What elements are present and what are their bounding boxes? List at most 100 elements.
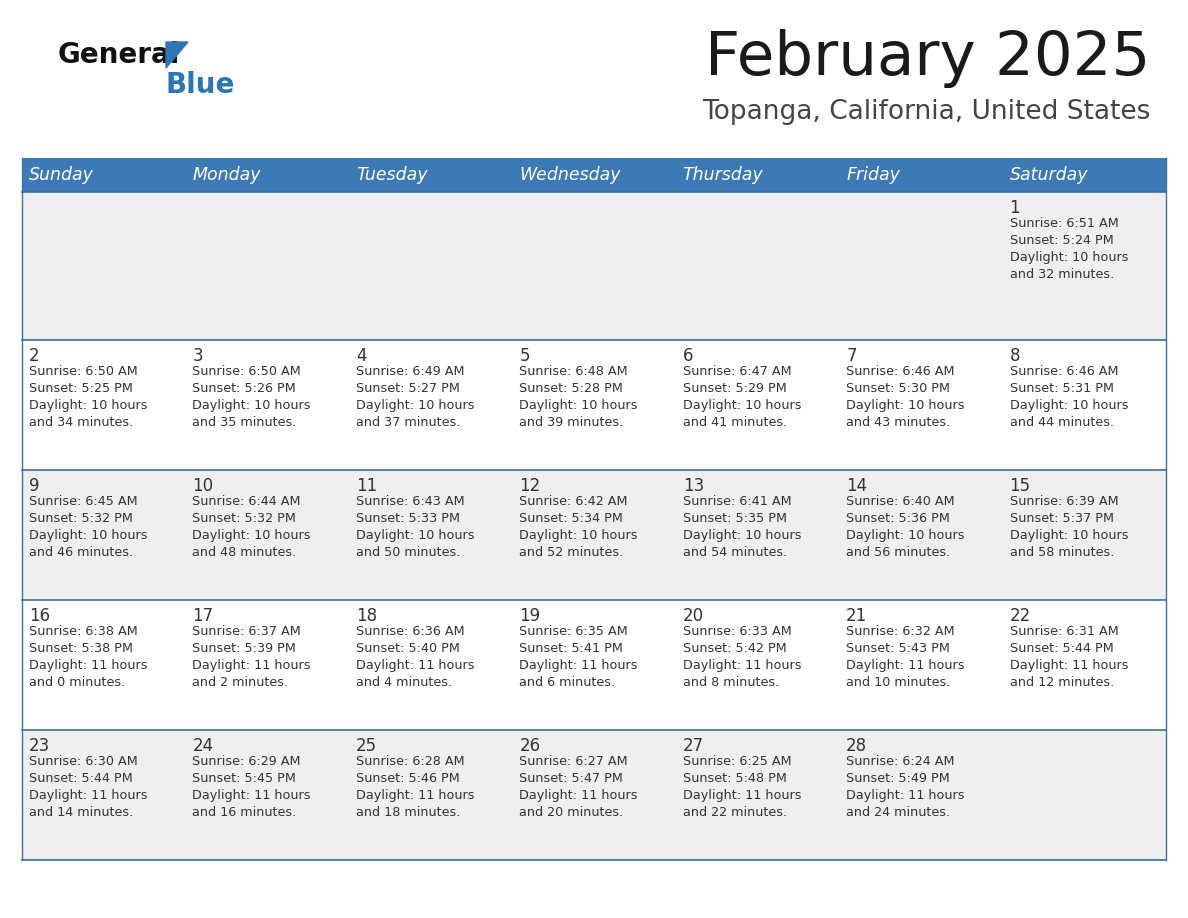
Bar: [23, 730, 1165, 860]
Text: and 54 minutes.: and 54 minutes.: [683, 546, 786, 559]
Text: Sunrise: 6:25 AM: Sunrise: 6:25 AM: [683, 755, 791, 768]
Text: 19: 19: [519, 607, 541, 625]
Text: and 41 minutes.: and 41 minutes.: [683, 416, 786, 429]
Text: Topanga, California, United States: Topanga, California, United States: [702, 99, 1150, 125]
Bar: [349, 158, 512, 192]
Text: 12: 12: [519, 477, 541, 495]
Text: Sunrise: 6:38 AM: Sunrise: 6:38 AM: [29, 625, 138, 638]
Text: February 2025: February 2025: [704, 28, 1150, 87]
Text: Sunset: 5:49 PM: Sunset: 5:49 PM: [846, 772, 950, 785]
Bar: [23, 600, 1165, 730]
Text: Monday: Monday: [192, 166, 261, 184]
Text: Daylight: 11 hours: Daylight: 11 hours: [356, 789, 474, 802]
Text: Sunrise: 6:49 AM: Sunrise: 6:49 AM: [356, 365, 465, 378]
Text: 20: 20: [683, 607, 703, 625]
Text: and 22 minutes.: and 22 minutes.: [683, 806, 786, 819]
Text: and 24 minutes.: and 24 minutes.: [846, 806, 950, 819]
Text: 7: 7: [846, 347, 857, 365]
Text: 8: 8: [1010, 347, 1020, 365]
Text: and 16 minutes.: and 16 minutes.: [192, 806, 297, 819]
Text: Sunset: 5:28 PM: Sunset: 5:28 PM: [519, 382, 624, 395]
Text: 23: 23: [29, 737, 50, 755]
Text: Sunrise: 6:37 AM: Sunrise: 6:37 AM: [192, 625, 302, 638]
Text: Daylight: 10 hours: Daylight: 10 hours: [683, 529, 801, 542]
Text: 17: 17: [192, 607, 214, 625]
Text: Sunset: 5:40 PM: Sunset: 5:40 PM: [356, 642, 460, 655]
Text: Sunset: 5:48 PM: Sunset: 5:48 PM: [683, 772, 786, 785]
Polygon shape: [166, 42, 188, 68]
Text: Daylight: 11 hours: Daylight: 11 hours: [192, 659, 311, 672]
Text: and 39 minutes.: and 39 minutes.: [519, 416, 624, 429]
Text: Saturday: Saturday: [1010, 166, 1088, 184]
Text: Sunrise: 6:32 AM: Sunrise: 6:32 AM: [846, 625, 955, 638]
Text: Sunset: 5:34 PM: Sunset: 5:34 PM: [519, 512, 624, 525]
Text: and 50 minutes.: and 50 minutes.: [356, 546, 460, 559]
Text: Sunset: 5:25 PM: Sunset: 5:25 PM: [29, 382, 133, 395]
Text: Sunrise: 6:51 AM: Sunrise: 6:51 AM: [1010, 217, 1118, 230]
Text: Sunrise: 6:47 AM: Sunrise: 6:47 AM: [683, 365, 791, 378]
Text: Daylight: 10 hours: Daylight: 10 hours: [192, 399, 311, 412]
Text: Daylight: 10 hours: Daylight: 10 hours: [519, 529, 638, 542]
Text: Sunset: 5:24 PM: Sunset: 5:24 PM: [1010, 234, 1113, 247]
Text: Daylight: 11 hours: Daylight: 11 hours: [1010, 659, 1129, 672]
Text: 27: 27: [683, 737, 703, 755]
Bar: [512, 158, 676, 192]
Text: Sunset: 5:29 PM: Sunset: 5:29 PM: [683, 382, 786, 395]
Text: Daylight: 11 hours: Daylight: 11 hours: [683, 789, 801, 802]
Text: Sunset: 5:27 PM: Sunset: 5:27 PM: [356, 382, 460, 395]
Text: Sunrise: 6:35 AM: Sunrise: 6:35 AM: [519, 625, 628, 638]
Text: and 56 minutes.: and 56 minutes.: [846, 546, 950, 559]
Text: Daylight: 10 hours: Daylight: 10 hours: [1010, 529, 1129, 542]
Text: Sunset: 5:42 PM: Sunset: 5:42 PM: [683, 642, 786, 655]
Bar: [23, 470, 1165, 600]
Bar: [23, 192, 1165, 340]
Text: Sunrise: 6:29 AM: Sunrise: 6:29 AM: [192, 755, 301, 768]
Text: 1: 1: [1010, 199, 1020, 217]
Text: Daylight: 10 hours: Daylight: 10 hours: [29, 399, 147, 412]
Text: 4: 4: [356, 347, 366, 365]
Text: and 20 minutes.: and 20 minutes.: [519, 806, 624, 819]
Bar: [1003, 158, 1165, 192]
Text: 15: 15: [1010, 477, 1031, 495]
Text: Sunset: 5:44 PM: Sunset: 5:44 PM: [29, 772, 133, 785]
Text: Sunrise: 6:40 AM: Sunrise: 6:40 AM: [846, 495, 955, 508]
Text: Sunrise: 6:31 AM: Sunrise: 6:31 AM: [1010, 625, 1118, 638]
Bar: [23, 340, 1165, 470]
Text: Daylight: 11 hours: Daylight: 11 hours: [846, 659, 965, 672]
Text: Sunrise: 6:30 AM: Sunrise: 6:30 AM: [29, 755, 138, 768]
Text: Sunset: 5:43 PM: Sunset: 5:43 PM: [846, 642, 950, 655]
Text: Tuesday: Tuesday: [356, 166, 428, 184]
Text: Sunrise: 6:27 AM: Sunrise: 6:27 AM: [519, 755, 628, 768]
Text: Daylight: 10 hours: Daylight: 10 hours: [1010, 251, 1129, 264]
Text: and 32 minutes.: and 32 minutes.: [1010, 268, 1114, 281]
Text: Blue: Blue: [166, 71, 235, 99]
Text: 25: 25: [356, 737, 377, 755]
Text: Sunset: 5:46 PM: Sunset: 5:46 PM: [356, 772, 460, 785]
Text: Sunrise: 6:45 AM: Sunrise: 6:45 AM: [29, 495, 138, 508]
Text: 9: 9: [29, 477, 39, 495]
Text: 13: 13: [683, 477, 704, 495]
Text: Sunrise: 6:44 AM: Sunrise: 6:44 AM: [192, 495, 301, 508]
Text: Sunset: 5:32 PM: Sunset: 5:32 PM: [29, 512, 133, 525]
Text: and 35 minutes.: and 35 minutes.: [192, 416, 297, 429]
Text: Sunrise: 6:36 AM: Sunrise: 6:36 AM: [356, 625, 465, 638]
Text: Thursday: Thursday: [683, 166, 764, 184]
Text: Sunset: 5:45 PM: Sunset: 5:45 PM: [192, 772, 296, 785]
Text: 24: 24: [192, 737, 214, 755]
Text: Sunset: 5:33 PM: Sunset: 5:33 PM: [356, 512, 460, 525]
Bar: [23, 158, 185, 192]
Text: and 6 minutes.: and 6 minutes.: [519, 676, 615, 689]
Text: Sunday: Sunday: [29, 166, 94, 184]
Text: Sunrise: 6:39 AM: Sunrise: 6:39 AM: [1010, 495, 1118, 508]
Text: 2: 2: [29, 347, 39, 365]
Text: and 4 minutes.: and 4 minutes.: [356, 676, 451, 689]
Text: 22: 22: [1010, 607, 1031, 625]
Text: 6: 6: [683, 347, 694, 365]
Text: 3: 3: [192, 347, 203, 365]
Text: General: General: [58, 41, 181, 69]
Text: Sunset: 5:26 PM: Sunset: 5:26 PM: [192, 382, 296, 395]
Text: Daylight: 10 hours: Daylight: 10 hours: [683, 399, 801, 412]
Text: and 44 minutes.: and 44 minutes.: [1010, 416, 1113, 429]
Text: Sunrise: 6:50 AM: Sunrise: 6:50 AM: [29, 365, 138, 378]
Text: 18: 18: [356, 607, 377, 625]
